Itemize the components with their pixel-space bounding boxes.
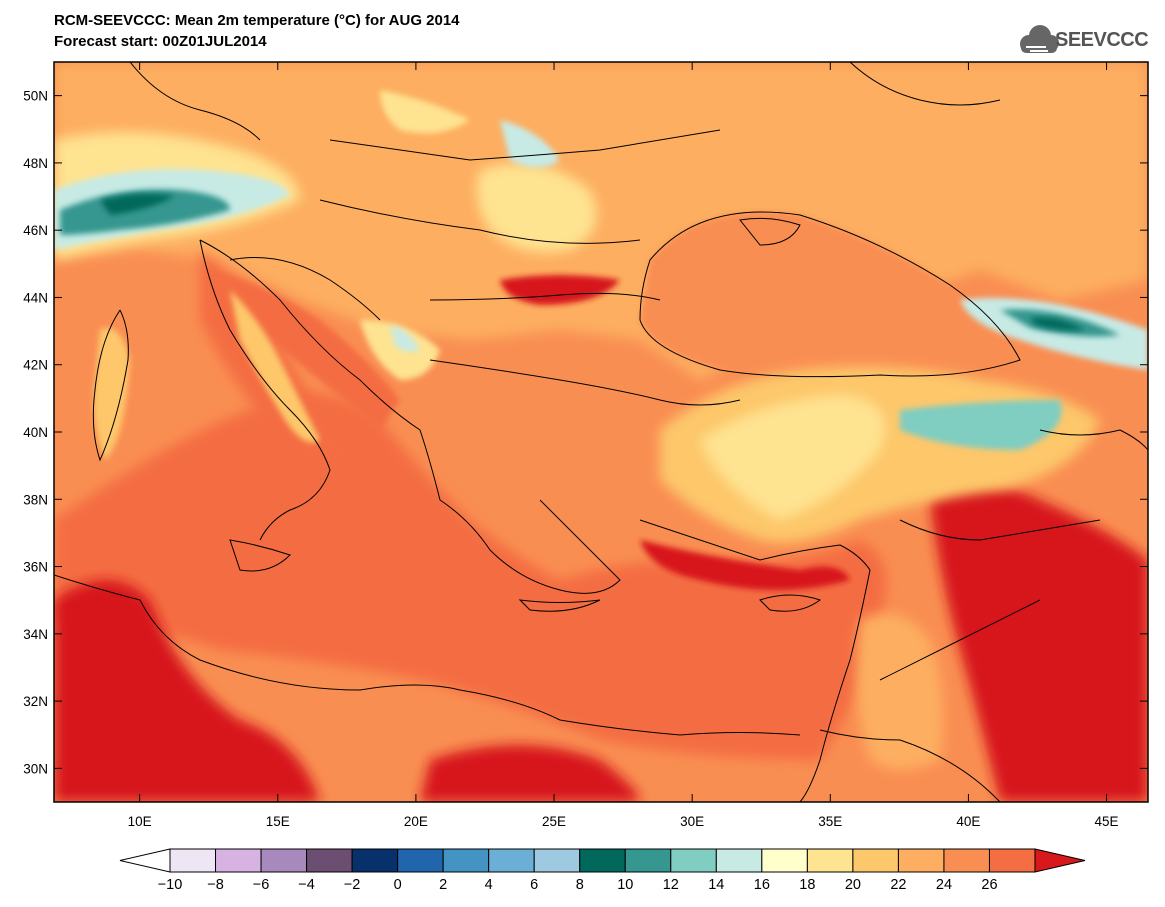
lat-tick-label: 50N (23, 89, 48, 104)
axis-ticks: 30N 32N 34N 36N 38N 40N 42N 44N 46N 48N 50N 10E 15E 2… (23, 62, 1148, 829)
colorbar-label: 20 (845, 877, 861, 893)
cloud-icon (1020, 25, 1059, 53)
forecast-start-label: Forecast start: 00Z01JUL2014 (54, 33, 267, 50)
colorbar-label: 8 (576, 877, 584, 893)
lat-tick-label: 42N (23, 358, 48, 373)
coastlines (54, 62, 1148, 802)
colorbar-label: −6 (253, 877, 270, 893)
colorbar-swatch (397, 848, 444, 873)
colorbar-label: −2 (344, 877, 361, 893)
logo-text: SEEVCCC (1055, 29, 1149, 51)
colorbar-swatch (988, 848, 1036, 873)
colorbar-label: −4 (298, 877, 315, 893)
colorbar-label: −10 (158, 877, 183, 893)
lat-tick-label: 30N (23, 761, 48, 776)
colorbar-below-triangle (119, 848, 171, 873)
colorbar-swatch (624, 848, 672, 873)
colorbar-label: 4 (485, 877, 493, 893)
lat-tick-label: 38N (23, 492, 48, 507)
lat-tick-label: 32N (23, 694, 48, 709)
lat-tick-label: 36N (23, 560, 48, 575)
lon-tick-label: 25E (542, 814, 566, 829)
colorbar-label: 22 (890, 877, 906, 893)
colorbar-label: 2 (439, 877, 447, 893)
lon-tick-label: 30E (680, 814, 704, 829)
lon-tick-label: 45E (1095, 814, 1119, 829)
colorbar-swatch (715, 848, 763, 873)
map-title: RCM-SEEVCCC: Mean 2m temperature (°C) fo… (54, 12, 460, 29)
lat-tick-label: 48N (23, 156, 48, 171)
lat-tick-label: 44N (23, 290, 48, 305)
lat-tick-label: 40N (23, 425, 48, 440)
colorbar-swatch (579, 848, 626, 873)
colorbar-swatch (488, 848, 535, 873)
colorbar-swatch (215, 848, 262, 873)
colorbar-label: 16 (754, 877, 770, 893)
lat-tick-label: 46N (23, 223, 48, 238)
colorbar-label: 10 (617, 877, 633, 893)
lon-tick-label: 15E (266, 814, 290, 829)
colorbar-label: 18 (799, 877, 815, 893)
temperature-field (54, 62, 1148, 802)
lon-tick-label: 40E (956, 814, 980, 829)
lat-tick-label: 34N (23, 627, 48, 642)
colorbar-swatch (442, 848, 490, 873)
lon-tick-label: 20E (404, 814, 428, 829)
colorbar-swatch (852, 848, 899, 873)
colorbar-label: 14 (708, 877, 724, 893)
colorbar-swatch (260, 848, 308, 873)
colorbar-swatch (533, 848, 581, 873)
colorbar-above-triangle (1034, 848, 1086, 873)
colorbar-swatch (169, 848, 217, 873)
colorbar: −10 −8 −6 −4 −2 0 2 4 6 8 10 12 14 16 18 20 22 24 26 (119, 848, 1086, 893)
lon-tick-label: 35E (818, 814, 842, 829)
colorbar-label: 0 (394, 877, 402, 893)
lon-tick-label: 10E (128, 814, 152, 829)
colorbar-label: 6 (530, 877, 538, 893)
colorbar-label: 26 (981, 877, 997, 893)
colorbar-swatch (943, 848, 990, 873)
colorbar-label: 12 (663, 877, 679, 893)
colorbar-swatch (761, 848, 808, 873)
colorbar-swatch (351, 848, 399, 873)
colorbar-swatch (306, 848, 353, 873)
colorbar-swatch (670, 848, 717, 873)
colorbar-swatch (806, 848, 854, 873)
colorbar-swatch (897, 848, 945, 873)
colorbar-label: 24 (936, 877, 952, 893)
colorbar-label: −8 (207, 877, 224, 893)
